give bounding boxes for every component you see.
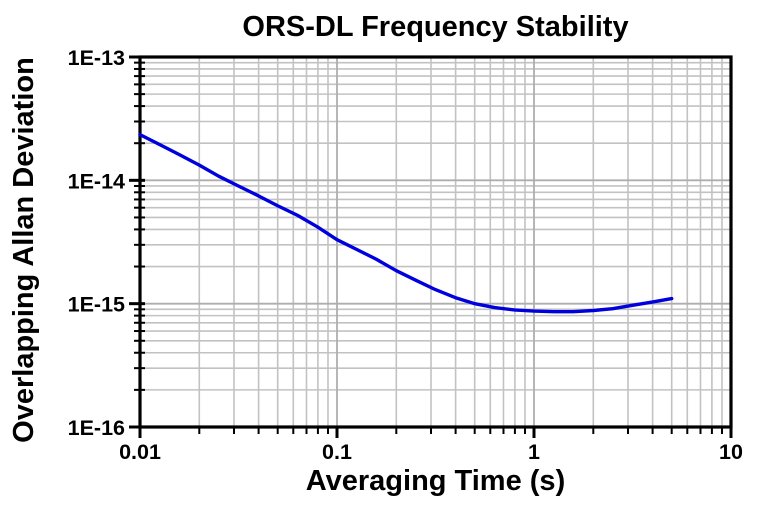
axis-frame bbox=[138, 55, 733, 429]
data-series bbox=[138, 132, 674, 314]
x-tick-labels: 0.01 0.1 1 10 bbox=[119, 440, 743, 464]
x-axis-title: Averaging Time (s) bbox=[305, 465, 566, 497]
y-tick-label: 1E-16 bbox=[68, 416, 125, 440]
y-tick-label: 1E-14 bbox=[68, 169, 125, 193]
x-tick-label: 1 bbox=[528, 440, 540, 464]
x-tick-label: 10 bbox=[719, 440, 743, 464]
y-axis-title: Overlapping Allan Deviation bbox=[8, 57, 40, 443]
y-tick-label: 1E-13 bbox=[68, 46, 125, 70]
y-tick-labels: 1E-13 1E-14 1E-15 1E-16 bbox=[68, 46, 125, 440]
y-tick-label: 1E-15 bbox=[68, 293, 125, 317]
grid-major bbox=[140, 57, 731, 427]
grid-minor bbox=[140, 57, 731, 427]
x-tick-label: 0.1 bbox=[322, 440, 352, 464]
x-tick-label: 0.01 bbox=[119, 440, 161, 464]
overlapping-allan-deviation-curve bbox=[138, 132, 674, 314]
chart-title: ORS-DL Frequency Stability bbox=[242, 11, 629, 43]
axis-ticks bbox=[129, 55, 733, 438]
